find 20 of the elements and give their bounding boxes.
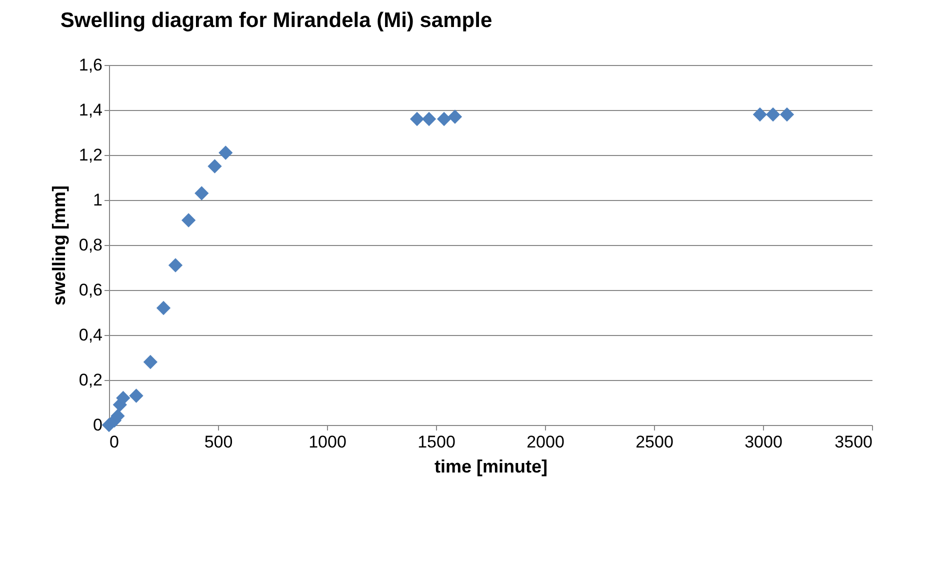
y-tick-label: 0,8 [78, 236, 102, 254]
x-tick-label: 1000 [308, 432, 346, 452]
y-tick-label: 1,4 [78, 100, 102, 120]
x-tick-label: 3000 [744, 432, 782, 452]
y-axis-title: swelling [mm] [48, 185, 69, 306]
x-tick-label: 500 [204, 432, 233, 452]
x-tick-label: 2500 [636, 432, 674, 452]
y-tick-label: 1,6 [78, 56, 102, 74]
y-tick-label: 1 [93, 190, 102, 210]
y-tick-label: 0,4 [78, 326, 102, 344]
y-tick-label: 1,2 [78, 146, 102, 164]
chart-title: Swelling diagram for Mirandela (Mi) sample [60, 9, 492, 32]
x-axis-title: time [minute] [434, 456, 548, 476]
y-tick-label: 0 [93, 416, 102, 434]
x-tick-label: 2000 [526, 432, 564, 452]
x-tick-label: 0 [110, 432, 119, 452]
y-tick-label: 0,6 [78, 280, 102, 300]
x-tick-label: 1500 [418, 432, 456, 452]
x-tick-label: 3500 [834, 432, 872, 452]
y-tick-label: 0,2 [78, 370, 102, 390]
